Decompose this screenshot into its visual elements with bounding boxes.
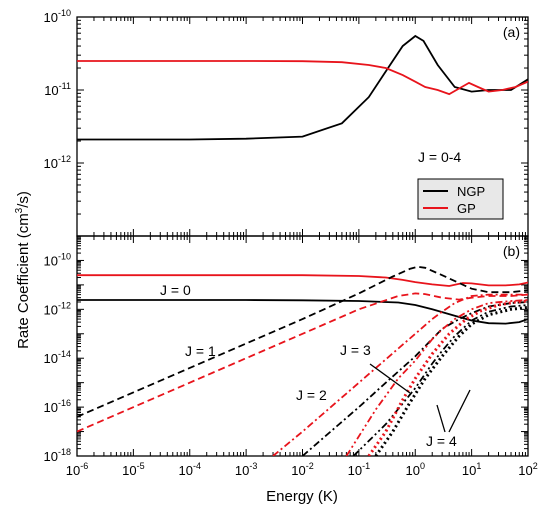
y-axis-label-sup: 3 [14,207,25,213]
y-axis-label-tail: /s) [15,191,32,208]
y-tick-label: 10-14 [44,349,71,366]
annotation-label: J = 2 [296,387,327,403]
legend: NGP GP [417,178,504,220]
plot-frame [76,235,529,457]
series-line-b3 [77,292,528,433]
annotation-j-range: J = 0-4 [418,149,461,165]
panel-a: 10-10 10-11 10-12 (a) J = 0-4 NGP GP [44,8,529,237]
x-axis-label: Energy (K) [266,488,338,505]
x-tick-label: 10-6 [66,461,88,478]
series-line-b9 [367,299,528,456]
annotation-label: J = 4 [426,433,457,449]
x-tick-label: 10-1 [348,461,370,478]
series-line-b2 [77,265,528,418]
series-line-b6 [352,304,528,456]
annotation-pointer [448,389,471,433]
annotation-pointer [369,363,411,394]
x-tick-label: 10-3 [235,461,257,478]
x-tick-label: 102 [518,461,537,478]
series-line-b5 [272,293,528,456]
legend-entry: NGP [457,184,485,199]
panel-label: (b) [503,243,520,259]
annotation-label: J = 3 [340,342,371,358]
legend-entry: GP [457,201,476,216]
series-line-b7 [345,299,528,456]
series-line-b0 [77,299,528,325]
x-tick-label: 10-5 [122,461,144,478]
panel-label: (a) [503,24,520,40]
y-tick-label: 10-10 [44,251,71,268]
panel-b: 10-10 10-12 10-14 10-16 10-18 (b) J = 0 J = 1 J … [44,235,529,464]
series-line-gp [77,60,528,96]
y-axis-label-main: Rate Coefficient (cm [15,213,32,349]
series-line-b8 [374,305,528,456]
series-line-b1 [77,274,528,287]
y-tick-label: 10-11 [44,81,71,98]
y-axis-label: Rate Coefficient (cm3/s) [14,191,32,349]
y-tick-label: 10-12 [44,154,71,171]
x-tick-label: 10-4 [179,461,201,478]
x-tick-label: 101 [462,461,481,478]
series-line-ngp [77,34,528,141]
annotation-label: J = 0 [160,282,191,298]
y-tick-label: 10-16 [44,398,71,415]
annotation-label: J = 1 [185,343,216,359]
y-tick-label: 10-12 [44,300,71,317]
x-tick-label: 100 [406,461,425,478]
x-tick-label: 10-2 [291,461,313,478]
y-tick-label: 10-10 [44,8,71,25]
annotation-pointer [436,404,446,433]
legend-box [417,178,504,220]
y-tick-label: 10-18 [44,447,71,464]
x-axis: 10-6 10-5 10-4 10-3 10-2 10-1 100 101 102 [66,461,538,478]
